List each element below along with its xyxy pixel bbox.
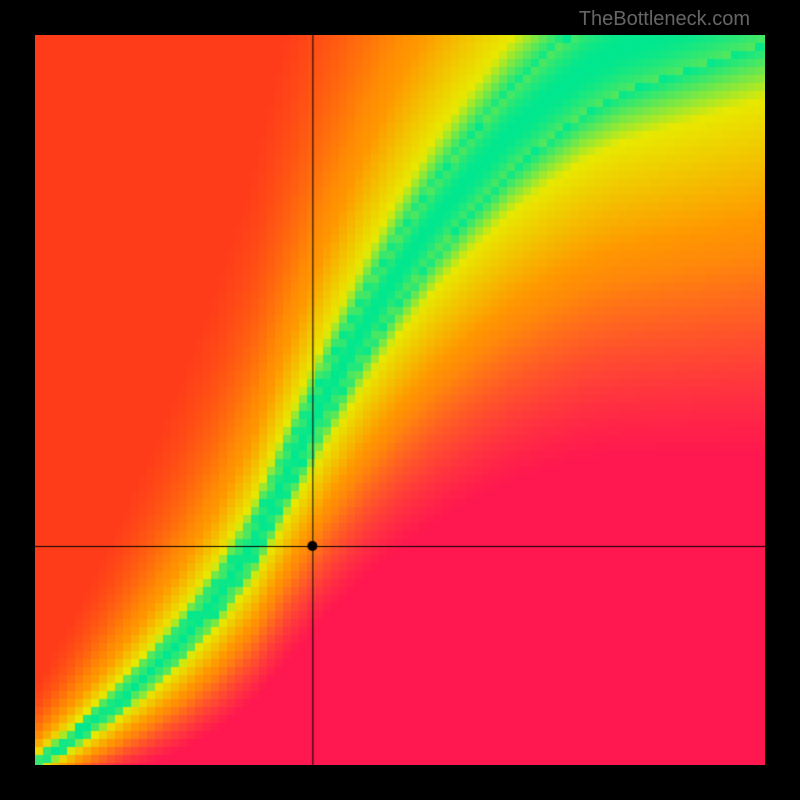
heatmap-canvas [35,35,765,765]
watermark-text: TheBottleneck.com [579,8,750,31]
heatmap-plot [35,35,765,765]
